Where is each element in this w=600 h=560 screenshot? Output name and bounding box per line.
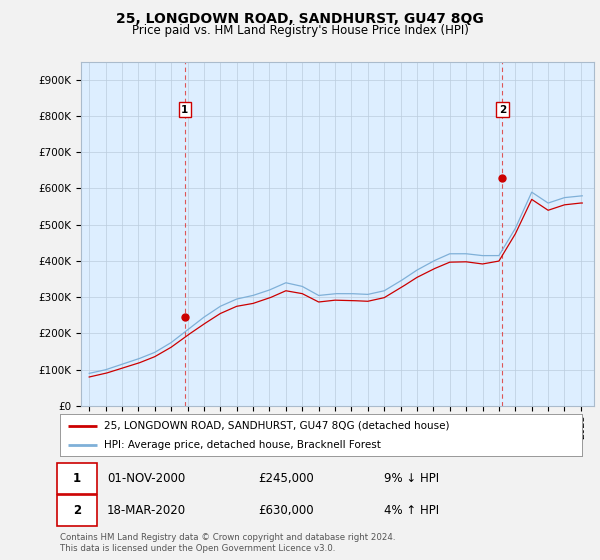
Text: Price paid vs. HM Land Registry's House Price Index (HPI): Price paid vs. HM Land Registry's House … <box>131 24 469 37</box>
Text: HPI: Average price, detached house, Bracknell Forest: HPI: Average price, detached house, Brac… <box>104 440 381 450</box>
Text: £630,000: £630,000 <box>259 504 314 517</box>
Text: 2: 2 <box>499 105 506 115</box>
Text: 1: 1 <box>181 105 188 115</box>
Text: 01-NOV-2000: 01-NOV-2000 <box>107 472 185 484</box>
FancyBboxPatch shape <box>58 463 97 493</box>
Text: £245,000: £245,000 <box>259 472 314 484</box>
Text: 25, LONGDOWN ROAD, SANDHURST, GU47 8QG: 25, LONGDOWN ROAD, SANDHURST, GU47 8QG <box>116 12 484 26</box>
Text: 9% ↓ HPI: 9% ↓ HPI <box>383 472 439 484</box>
Text: 18-MAR-2020: 18-MAR-2020 <box>107 504 186 517</box>
Text: Contains HM Land Registry data © Crown copyright and database right 2024.
This d: Contains HM Land Registry data © Crown c… <box>60 533 395 553</box>
Text: 2: 2 <box>73 504 81 517</box>
FancyBboxPatch shape <box>58 495 97 526</box>
Text: 4% ↑ HPI: 4% ↑ HPI <box>383 504 439 517</box>
Text: 25, LONGDOWN ROAD, SANDHURST, GU47 8QG (detached house): 25, LONGDOWN ROAD, SANDHURST, GU47 8QG (… <box>104 421 450 431</box>
Text: 1: 1 <box>73 472 81 484</box>
